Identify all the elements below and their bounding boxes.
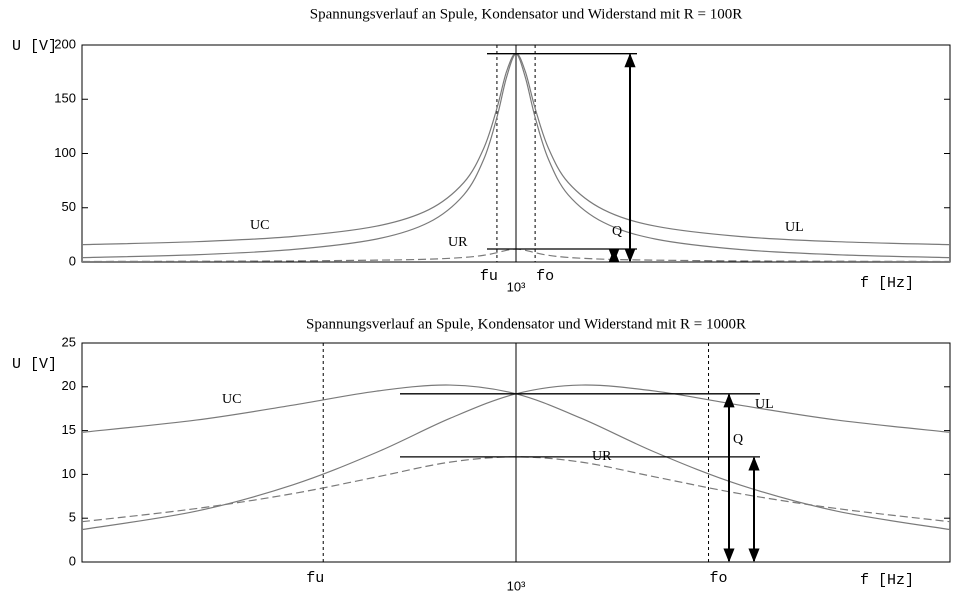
y-axis-label: U [V] [12, 356, 57, 373]
y-tick-label: 20 [62, 378, 76, 393]
y-tick-label: 10 [62, 466, 76, 481]
chart-title: Spannungsverlauf an Spule, Kondensator u… [310, 6, 743, 22]
band-label: fo [710, 570, 728, 587]
x-tick-label: 10³ [507, 279, 526, 294]
chart-title: Spannungsverlauf an Spule, Kondensator u… [306, 316, 746, 332]
y-tick-label: 0 [69, 553, 76, 568]
series-label: UC [250, 218, 269, 233]
band-label: fo [536, 268, 554, 285]
y-tick-label: 50 [62, 199, 76, 214]
series-label: UL [785, 220, 804, 235]
y-axis-label: U [V] [12, 38, 57, 55]
y-tick-label: 100 [54, 145, 76, 160]
q-label: Q [733, 432, 743, 447]
y-tick-label: 200 [54, 36, 76, 51]
y-tick-label: 15 [62, 422, 76, 437]
x-axis-label: f [Hz] [860, 572, 914, 589]
y-tick-label: 150 [54, 91, 76, 106]
x-tick-label: 10³ [507, 578, 526, 593]
y-tick-label: 0 [69, 253, 76, 268]
q-label: Q [612, 224, 622, 239]
y-tick-label: 25 [62, 334, 76, 349]
y-tick-label: 5 [69, 510, 76, 525]
series-label: UL [755, 397, 774, 412]
series-label: UR [448, 235, 468, 250]
x-axis-label: f [Hz] [860, 275, 914, 292]
band-label: fu [306, 570, 324, 587]
band-label: fu [480, 268, 498, 285]
series-label: UC [222, 392, 241, 407]
